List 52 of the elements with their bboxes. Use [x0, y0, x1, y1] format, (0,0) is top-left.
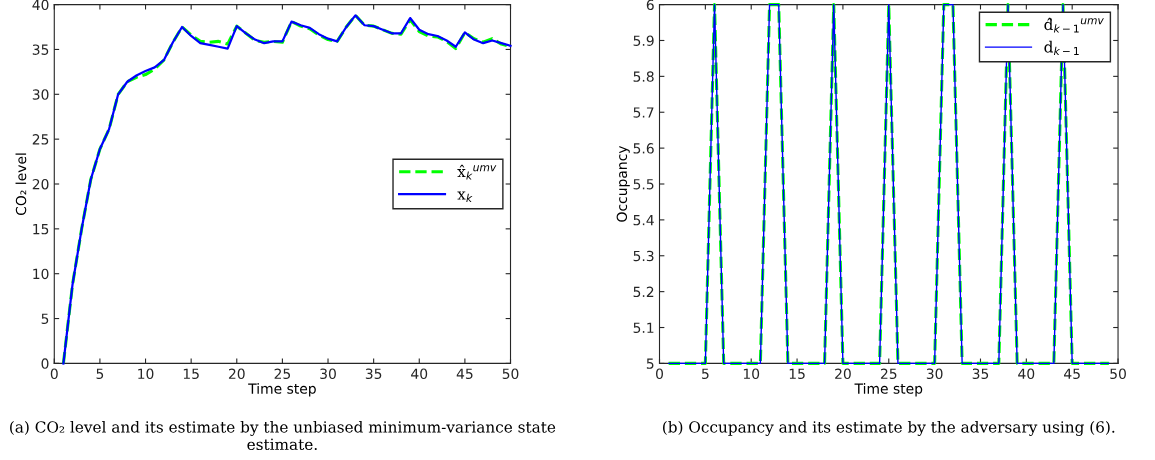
y-tick-label: 25 — [32, 134, 49, 145]
y-tick-label: 5.6 — [633, 143, 654, 154]
x-tick-label: 25 — [880, 368, 897, 380]
text: (a) CO₂ level and its estimate by the unbiased minimum-variance state estimate. — [10, 420, 556, 451]
x-tick-label: 10 — [743, 368, 760, 380]
y-tick-label: 40 — [32, 0, 49, 11]
y-tick-label: 20 — [32, 178, 49, 190]
x-tick-label: 20 — [228, 368, 245, 380]
legend-label: x$_{k}$ — [457, 191, 473, 202]
x-tick-label: 0 — [50, 368, 58, 380]
x-tick-label: 35 — [972, 368, 989, 380]
y-axis-title: CO₂ level — [15, 153, 27, 216]
y-tick-label: 5 — [646, 358, 654, 369]
y-tick-label: 5 — [41, 313, 49, 325]
y-tick-label: 35 — [32, 44, 49, 55]
x-tick-label: 5 — [96, 368, 104, 380]
x-tick-label: 30 — [320, 368, 336, 380]
y-tick-label: 6 — [646, 0, 654, 11]
x-axis-title: Time step — [854, 383, 923, 397]
y-tick-label: 5.2 — [633, 286, 654, 298]
y-axis-title: Occupancy — [616, 145, 630, 222]
y-tick-label: 5.7 — [633, 107, 654, 118]
x-axis-title: Time step — [248, 383, 316, 397]
legend-label: d̂$_{k−1}$$^{umv}$ — [1044, 17, 1104, 33]
y-tick-label: 10 — [33, 268, 49, 280]
x-tick-label: 35 — [365, 368, 382, 380]
x-tick-label: 5 — [702, 368, 709, 380]
x-tick-label: 30 — [926, 368, 943, 380]
x-tick-label: 45 — [456, 368, 473, 380]
y-tick-label: 5.5 — [633, 179, 654, 190]
x-tick-label: 25 — [274, 368, 291, 380]
x-tick-label: 50 — [502, 368, 519, 380]
x-tick-label: 0 — [656, 368, 663, 380]
y-tick-label: 15 — [33, 224, 49, 235]
y-tick-label: 5.1 — [633, 322, 654, 333]
legend-label: x̂$_{k}$$^{umv}$ — [457, 164, 497, 180]
x-tick-label: 45 — [1064, 368, 1080, 380]
y-tick-label: 5.9 — [633, 35, 654, 46]
y-tick-label: 0 — [41, 358, 49, 369]
y-tick-label: 5.3 — [633, 250, 654, 262]
y-tick-label: 5.8 — [633, 71, 654, 82]
x-tick-label: 40 — [1018, 368, 1035, 380]
x-tick-label: 40 — [411, 368, 428, 380]
x-tick-label: 10 — [138, 368, 154, 380]
x-tick-label: 50 — [1110, 368, 1126, 380]
x-tick-label: 15 — [183, 368, 199, 380]
y-tick-label: 30 — [32, 89, 49, 100]
y-tick-label: 5.4 — [633, 215, 654, 226]
legend-label: d$_{k−1}$ — [1044, 40, 1079, 55]
x-tick-label: 15 — [789, 368, 805, 380]
text: (b) Occupancy and its estimate by the adversary using (6). — [663, 420, 1115, 436]
x-tick-label: 20 — [835, 368, 851, 380]
